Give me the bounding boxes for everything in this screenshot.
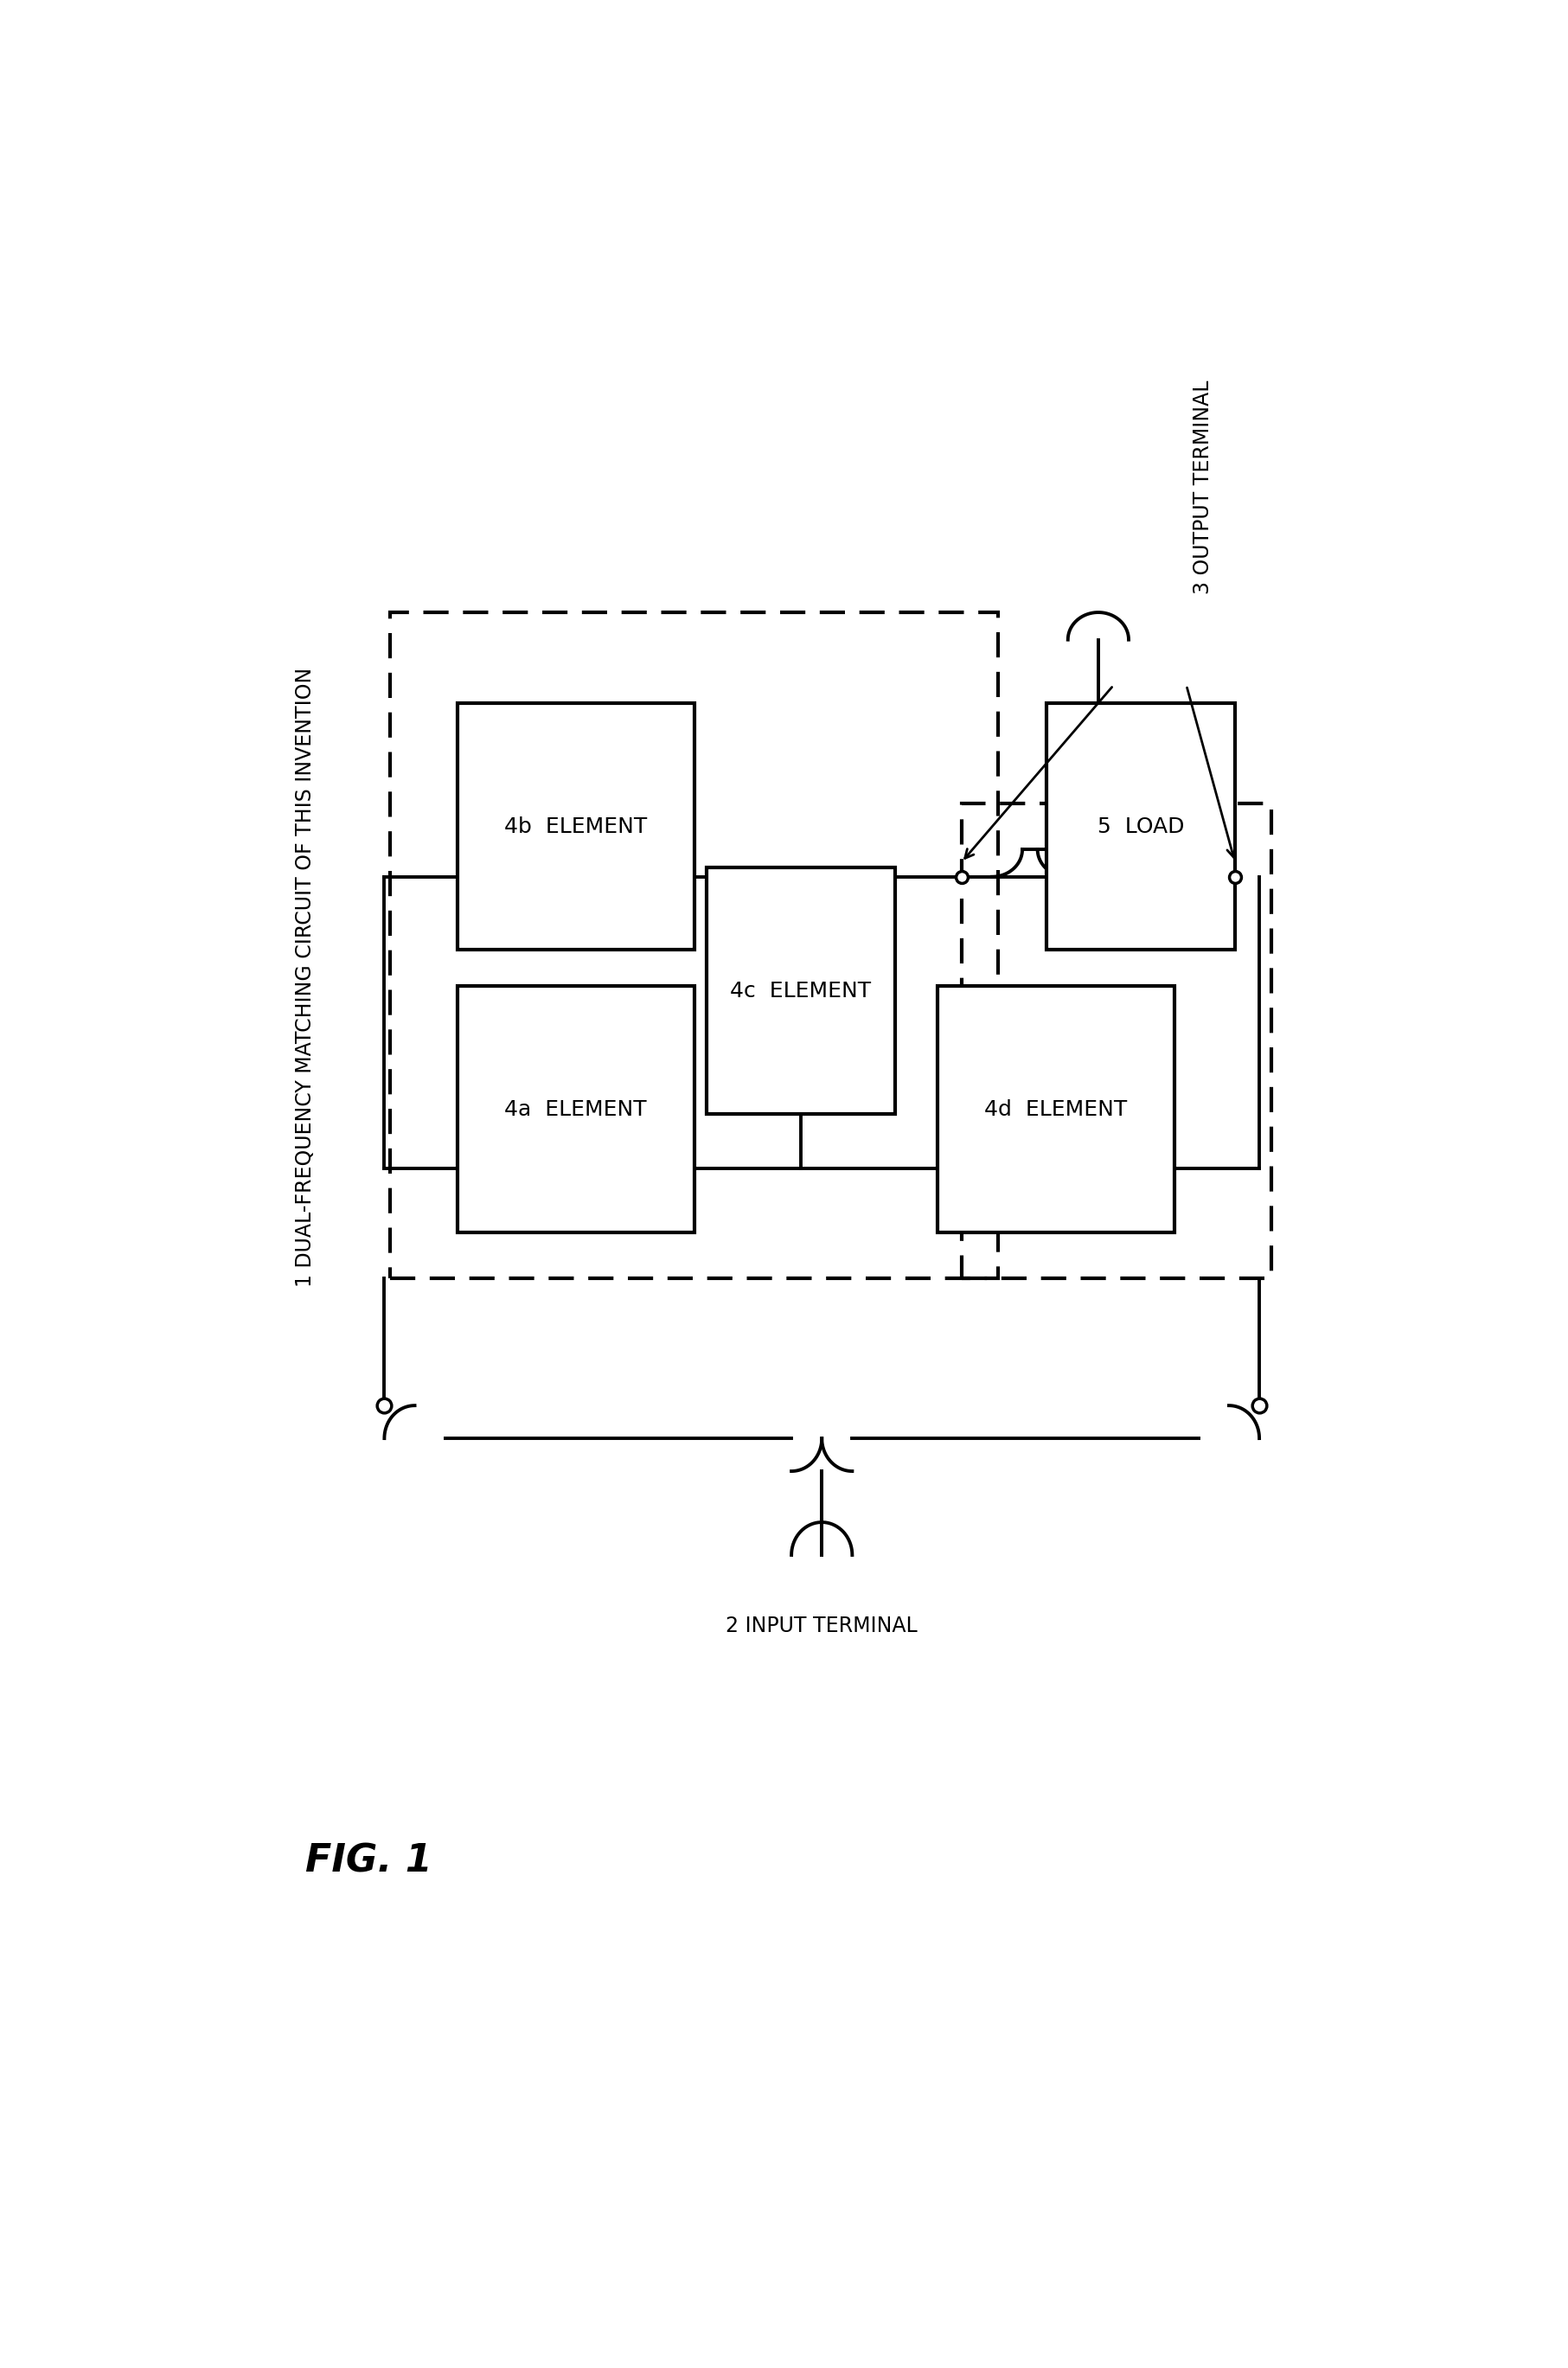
Text: 3 OUTPUT TERMINAL: 3 OUTPUT TERMINAL bbox=[1193, 381, 1214, 594]
Text: 2 INPUT TERMINAL: 2 INPUT TERMINAL bbox=[726, 1615, 917, 1636]
Text: 4c  ELEMENT: 4c ELEMENT bbox=[731, 980, 872, 1002]
Text: 4b  ELEMENT: 4b ELEMENT bbox=[505, 817, 648, 836]
Text: 4a  ELEMENT: 4a ELEMENT bbox=[505, 1099, 648, 1120]
Text: 5  LOAD: 5 LOAD bbox=[1098, 817, 1184, 836]
Bar bbox=[938, 985, 1174, 1231]
Bar bbox=[1047, 703, 1236, 950]
Bar bbox=[961, 803, 1272, 1279]
Bar bbox=[458, 985, 695, 1231]
Text: FIG. 1: FIG. 1 bbox=[306, 1842, 433, 1880]
Text: 4d  ELEMENT: 4d ELEMENT bbox=[985, 1099, 1127, 1120]
Text: 1 DUAL-FREQUENCY MATCHING CIRCUIT OF THIS INVENTION: 1 DUAL-FREQUENCY MATCHING CIRCUIT OF THI… bbox=[295, 668, 315, 1286]
Bar bbox=[706, 867, 895, 1113]
Bar bbox=[390, 613, 999, 1279]
Bar bbox=[458, 703, 695, 950]
